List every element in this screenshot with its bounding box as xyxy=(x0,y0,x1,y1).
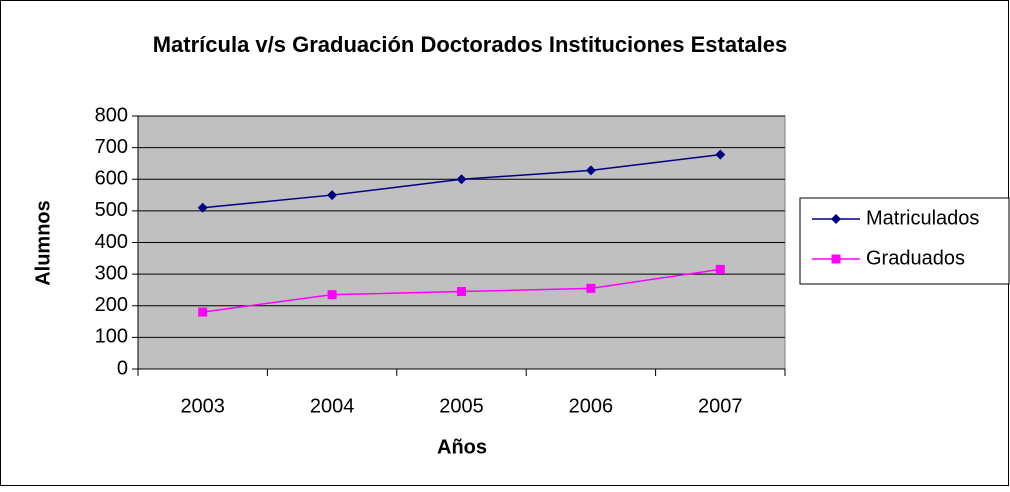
marker xyxy=(327,290,337,300)
x-tick-label: 2003 xyxy=(180,395,225,417)
marker xyxy=(198,307,208,317)
x-tick-label: 2007 xyxy=(698,395,743,417)
y-tick-label: 600 xyxy=(95,168,128,190)
marker xyxy=(715,149,726,160)
marker xyxy=(327,190,338,201)
y-tick-label: 800 xyxy=(95,104,128,126)
y-axis-label: Alumnos xyxy=(32,200,54,286)
x-axis-label: Años xyxy=(437,436,487,458)
y-tick-label: 200 xyxy=(95,294,128,316)
marker xyxy=(831,214,841,224)
marker xyxy=(457,287,466,297)
legend-box xyxy=(799,197,1010,285)
marker xyxy=(456,174,467,185)
x-tick-label: 2005 xyxy=(439,395,484,417)
y-tick-label: 300 xyxy=(95,262,128,284)
x-tick-label: 2004 xyxy=(310,395,355,417)
y-tick-label: 100 xyxy=(95,326,128,348)
y-tick-label: 0 xyxy=(117,357,128,379)
marker xyxy=(715,264,725,274)
x-tick-label: 2006 xyxy=(569,395,614,417)
y-tick-label: 500 xyxy=(95,199,128,221)
marker xyxy=(831,254,841,264)
chart-title: Matrícula v/s Graduación Doctorados Inst… xyxy=(153,32,788,57)
y-tick-label: 700 xyxy=(95,136,128,158)
y-tick-label: 400 xyxy=(95,231,128,253)
legend-label: Graduados xyxy=(866,247,965,269)
marker xyxy=(586,283,596,293)
marker xyxy=(585,165,596,176)
marker xyxy=(197,202,208,213)
legend-label: Matriculados xyxy=(866,207,979,229)
